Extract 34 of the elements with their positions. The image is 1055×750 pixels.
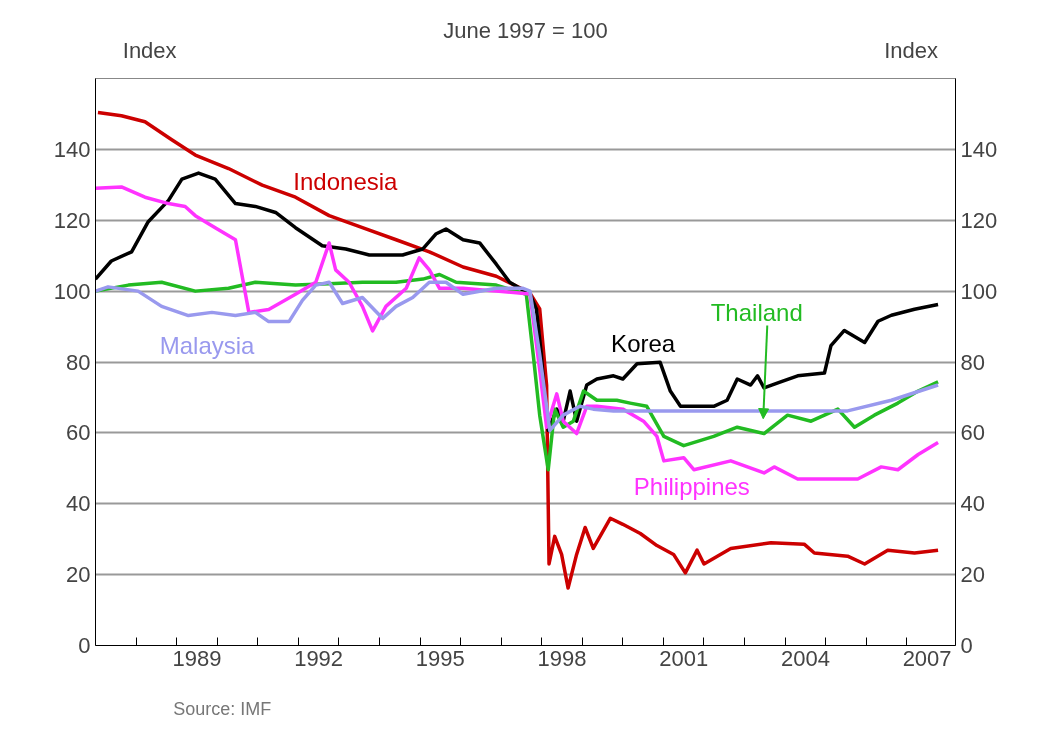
y-tick-label: 0 — [78, 633, 91, 658]
y-tick-label: 120 — [53, 207, 91, 233]
x-tick-label: 1992 — [294, 645, 344, 671]
series-label: Korea — [611, 330, 676, 358]
y2-tick-label: 40 — [960, 491, 985, 517]
x-tick-label: 2004 — [780, 645, 830, 671]
x-tick-label: 1989 — [172, 645, 222, 671]
y2-tick-label: 20 — [960, 562, 985, 588]
line-series — [96, 110, 940, 590]
y-axis-title: Index — [122, 37, 177, 63]
y-tick-label: 140 — [53, 136, 91, 162]
series-label: Indonesia — [293, 168, 399, 196]
x-tick-label: 1995 — [415, 645, 465, 671]
y-tick-label: 100 — [53, 278, 91, 304]
series-label: Malaysia — [159, 332, 256, 360]
y2-tick-label: 60 — [960, 420, 985, 446]
chart-title: June 1997 = 100 — [443, 18, 608, 43]
y2-axis-title: Index — [884, 37, 939, 63]
y-tick-label: 60 — [66, 420, 91, 446]
x-tick-label: 2007 — [902, 645, 952, 671]
y-tick-label: 80 — [66, 349, 91, 375]
y2-tick-label: 140 — [960, 136, 998, 162]
x-tick-label: 2001 — [659, 645, 709, 671]
y2-tick-label: 100 — [960, 278, 998, 304]
y-tick-label: 20 — [66, 562, 91, 588]
y-tick-label: 40 — [66, 491, 91, 517]
y2-tick-label: 0 — [960, 633, 973, 658]
text: Thailand — [710, 298, 803, 326]
source-note: Source: IMF — [173, 698, 272, 719]
y2-tick-label: 120 — [960, 207, 998, 233]
series-label: Philippines — [633, 472, 750, 500]
x-tick-label: 1998 — [537, 645, 587, 671]
y2-tick-label: 80 — [960, 349, 985, 375]
line-series — [95, 280, 940, 433]
